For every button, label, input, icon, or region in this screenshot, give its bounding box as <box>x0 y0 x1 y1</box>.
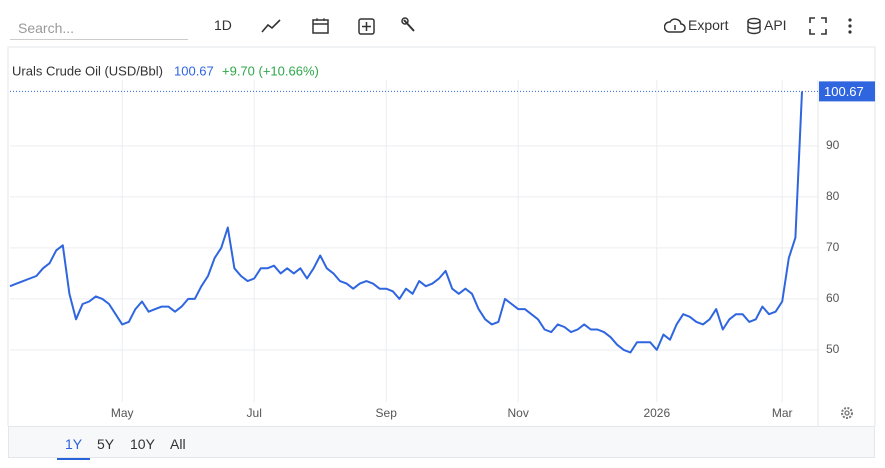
calendar-icon[interactable] <box>311 16 331 36</box>
price-line <box>9 91 803 354</box>
api-icon[interactable] <box>746 16 762 36</box>
x-tick-label: Mar <box>772 406 793 420</box>
chart-frame <box>7 46 876 426</box>
x-tick-label: May <box>111 406 134 420</box>
chart-title: Urals Crude Oil (USD/Bbl) <box>12 63 163 78</box>
menu-icon[interactable] <box>845 16 855 36</box>
y-tick-label: 50 <box>826 342 840 356</box>
y-tick-label: 70 <box>826 240 840 254</box>
chart: Urals Crude Oil (USD/Bbl) 100.67 +9.70 (… <box>7 46 876 426</box>
last-price-label: 100.67 <box>824 84 864 99</box>
price-change: +9.70 (+10.66%) <box>222 63 319 78</box>
range-bar: 1Y 5Y 10Y All <box>8 426 875 460</box>
x-tick-label: Sep <box>376 406 398 420</box>
last-price-badge <box>819 81 875 102</box>
range-button[interactable]: All <box>170 436 186 452</box>
api-button[interactable]: API <box>764 17 787 33</box>
x-tick-label: Jul <box>247 406 262 420</box>
export-icon[interactable] <box>664 16 686 36</box>
settings-icon[interactable] <box>400 16 420 36</box>
x-tick-label: 2026 <box>643 406 670 420</box>
add-icon[interactable] <box>357 16 377 36</box>
x-tick-label: Nov <box>508 406 529 420</box>
range-button[interactable]: 5Y <box>97 436 115 452</box>
range-button[interactable]: 10Y <box>130 436 155 452</box>
interval-button[interactable]: 1D <box>214 17 232 33</box>
y-tick-label: 80 <box>826 189 840 203</box>
y-tick-label: 90 <box>826 138 840 152</box>
gear-icon[interactable] <box>841 407 853 419</box>
last-price: 100.67 <box>174 63 214 78</box>
export-button[interactable]: Export <box>688 17 729 33</box>
fullscreen-icon[interactable] <box>808 16 828 36</box>
y-tick-label: 60 <box>826 291 840 305</box>
line-icon[interactable] <box>260 16 282 36</box>
search-box[interactable]: Search... <box>10 16 188 40</box>
range-button[interactable]: 1Y <box>57 436 91 460</box>
